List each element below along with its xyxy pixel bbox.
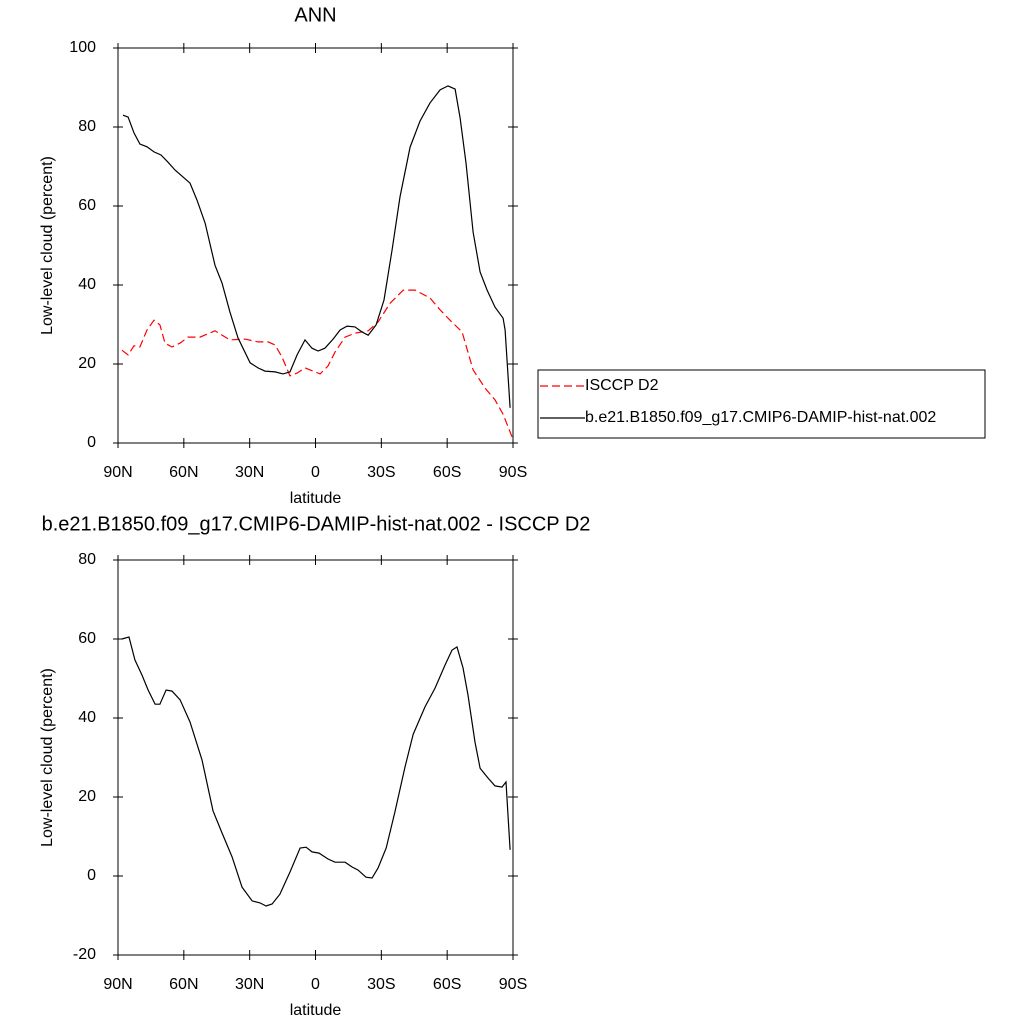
- y-tick-label: 60: [78, 630, 96, 647]
- x-tick-label: 30S: [367, 464, 395, 481]
- y-tick-label: 0: [87, 867, 96, 884]
- y-tick-label: 40: [78, 709, 96, 726]
- x-tick-label: 60S: [433, 464, 461, 481]
- data-line: [121, 289, 513, 438]
- x-axis-label: latitude: [290, 1002, 342, 1019]
- y-tick-label: 0: [87, 434, 96, 451]
- legend-label: b.e21.B1850.f09_g17.CMIP6-DAMIP-hist-nat…: [585, 409, 936, 426]
- x-tick-label: 90S: [499, 464, 527, 481]
- x-tick-label: 0: [311, 464, 320, 481]
- x-tick-label: 90N: [103, 976, 132, 993]
- x-tick-label: 30N: [235, 464, 264, 481]
- plot-frame: [117, 47, 514, 444]
- x-axis-label: latitude: [290, 490, 342, 507]
- y-tick-label: 80: [78, 118, 96, 135]
- y-axis-label: Low-level cloud (percent): [39, 156, 56, 335]
- y-tick-label: 40: [78, 276, 96, 293]
- x-tick-label: 90S: [499, 976, 527, 993]
- x-tick-label: 60N: [169, 976, 198, 993]
- y-tick-label: -20: [73, 946, 96, 963]
- legend-label: ISCCP D2: [585, 377, 659, 394]
- x-tick-label: 60S: [433, 976, 461, 993]
- y-tick-label: 20: [78, 355, 96, 372]
- x-tick-label: 30S: [367, 976, 395, 993]
- y-tick-label: 60: [78, 197, 96, 214]
- data-line: [121, 636, 511, 907]
- legend-box: [537, 369, 986, 439]
- data-line: [122, 85, 511, 408]
- x-tick-label: 60N: [169, 464, 198, 481]
- y-axis-label: Low-level cloud (percent): [39, 668, 56, 847]
- plot-frame: [117, 559, 514, 956]
- x-tick-label: 30N: [235, 976, 264, 993]
- y-tick-label: 20: [78, 788, 96, 805]
- chart-title: ANN: [294, 4, 336, 26]
- chart-title: b.e21.B1850.f09_g17.CMIP6-DAMIP-hist-nat…: [42, 513, 591, 535]
- x-tick-label: 90N: [103, 464, 132, 481]
- x-tick-label: 0: [311, 976, 320, 993]
- y-tick-label: 100: [69, 39, 96, 56]
- y-tick-label: 80: [78, 551, 96, 568]
